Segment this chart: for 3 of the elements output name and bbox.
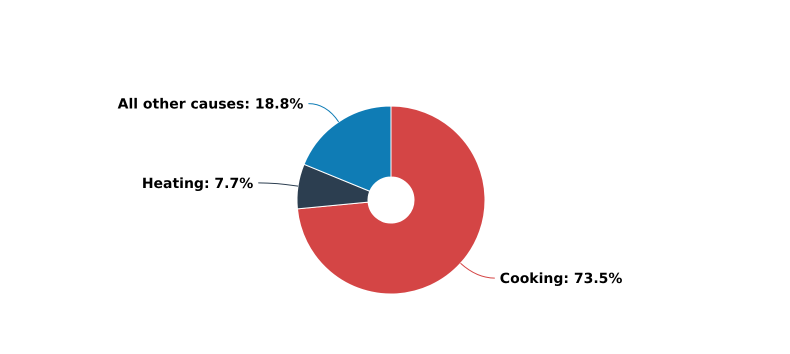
slice-label: All other causes: 18.8%	[118, 96, 304, 113]
slice-label: Heating: 7.7%	[142, 176, 254, 192]
slice-label: Cooking: 73.5%	[500, 270, 622, 287]
